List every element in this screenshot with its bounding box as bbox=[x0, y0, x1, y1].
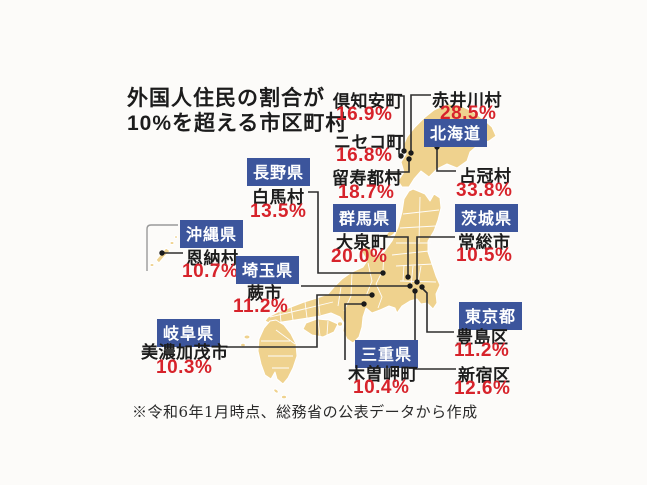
dot-shinjuku bbox=[412, 288, 418, 294]
dot-joso bbox=[414, 279, 420, 285]
dot-toshima bbox=[419, 284, 425, 290]
location-dots bbox=[159, 144, 440, 307]
prefecture-label-gunma: 群馬県 bbox=[333, 204, 397, 232]
municipality-joso-name: 常総市 bbox=[458, 233, 511, 252]
leader-toshima bbox=[421, 287, 454, 333]
leader-rusutsu bbox=[386, 159, 410, 173]
municipality-warabi-name: 蕨市 bbox=[247, 284, 282, 303]
prefecture-label-ibaraki: 茨城県 bbox=[455, 204, 519, 232]
municipality-akaigawa-pct: 28.5% bbox=[440, 103, 497, 124]
dot-rusutsu bbox=[406, 156, 412, 162]
okinawa-islet-2 bbox=[169, 241, 175, 245]
okinawa-inset-bracket bbox=[146, 224, 178, 271]
municipality-onna-pct: 10.7% bbox=[182, 261, 239, 282]
chart-title: 外国人住民の割合が 10%を超える市区町村 bbox=[127, 86, 347, 136]
prefecture-label-nagano: 長野県 bbox=[247, 158, 311, 186]
municipality-shinjuku-name: 新宿区 bbox=[458, 366, 511, 385]
awaji-island bbox=[336, 321, 344, 327]
goto-island bbox=[243, 334, 251, 340]
municipality-hakuba-pct: 13.5% bbox=[250, 201, 307, 222]
municipality-rusutsu-name: 留寿都村 bbox=[332, 169, 402, 188]
prefecture-label-tokyo: 東京都 bbox=[459, 302, 523, 330]
chart-title-line2: 10%を超える市区町村 bbox=[127, 112, 348, 135]
tanegashima-island bbox=[273, 388, 279, 394]
kyushu-island bbox=[257, 319, 298, 385]
municipality-rusutsu-pct: 18.7% bbox=[338, 182, 395, 203]
municipality-kutchan-pct: 16.9% bbox=[336, 104, 393, 125]
municipality-joso-pct: 10.5% bbox=[456, 245, 513, 266]
municipality-shimukappu-pct: 33.8% bbox=[456, 180, 513, 201]
municipality-oizumi-name: 大泉町 bbox=[336, 233, 389, 252]
prefecture-label-gifu: 岐阜県 bbox=[157, 319, 221, 347]
municipality-oizumi-pct: 20.0% bbox=[331, 246, 388, 267]
municipality-toshima-name: 豊島区 bbox=[456, 328, 509, 347]
municipality-shimukappu-name: 占冠村 bbox=[459, 167, 512, 186]
prefecture-label-mie: 三重県 bbox=[355, 340, 419, 368]
dot-oizumi bbox=[405, 274, 411, 280]
dot-onna bbox=[159, 250, 165, 256]
prefecture-label-saitama: 埼玉県 bbox=[236, 256, 300, 284]
municipality-toshima-pct: 11.2% bbox=[454, 340, 510, 361]
leader-oizumi bbox=[384, 236, 409, 275]
leader-minokamo bbox=[226, 294, 370, 348]
dot-hakuba bbox=[380, 270, 386, 276]
dot-minokamo bbox=[369, 292, 375, 298]
yakushima-island bbox=[280, 394, 288, 400]
dot-kutchan bbox=[401, 148, 407, 154]
municipality-kutchan-name: 倶知安町 bbox=[333, 92, 403, 111]
municipality-kisosaki-pct: 10.4% bbox=[353, 377, 410, 398]
source-footnote: ※令和6年1月時点、総務省の公表データから作成 bbox=[132, 403, 478, 421]
leader-shimukappu bbox=[436, 149, 456, 172]
leader-lines bbox=[164, 94, 456, 370]
municipality-niseko-name: ニセコ町 bbox=[334, 133, 404, 152]
dot-warabi bbox=[407, 283, 413, 289]
municipality-minokamo-name: 美濃加茂市 bbox=[141, 343, 229, 362]
honshu-island bbox=[264, 188, 442, 344]
leader-joso bbox=[416, 236, 455, 280]
municipality-shinjuku-pct: 12.6% bbox=[454, 378, 511, 399]
dot-kisosaki bbox=[361, 301, 367, 307]
municipality-kisosaki-name: 木曽岬町 bbox=[348, 365, 418, 384]
okinawa-islet-1 bbox=[149, 263, 155, 267]
leader-hakuba bbox=[308, 191, 381, 274]
municipality-akaigawa-name: 赤井川村 bbox=[432, 91, 502, 110]
shikoku-island bbox=[302, 318, 339, 338]
okinawa-islet-3 bbox=[173, 235, 179, 239]
chart-title-line1: 外国人住民の割合が bbox=[127, 87, 325, 110]
leader-kisosaki bbox=[344, 303, 362, 360]
leader-akaigawa bbox=[410, 94, 431, 151]
prefecture-label-hokkaido: 北海道 bbox=[424, 119, 488, 147]
municipality-warabi-pct: 11.2% bbox=[233, 296, 289, 317]
prefecture-label-okinawa: 沖縄県 bbox=[180, 220, 244, 248]
municipality-onna-name: 恩納村 bbox=[186, 249, 239, 268]
municipality-niseko-pct: 16.8% bbox=[336, 145, 393, 166]
dot-akaigawa bbox=[408, 150, 414, 156]
prefecture-borders bbox=[261, 196, 440, 369]
municipality-minokamo-pct: 10.3% bbox=[156, 357, 213, 378]
dot-niseko bbox=[398, 153, 404, 159]
leader-shinjuku bbox=[414, 292, 456, 370]
leader-kutchan bbox=[400, 95, 405, 149]
municipality-hakuba-name: 白馬村 bbox=[252, 188, 305, 207]
